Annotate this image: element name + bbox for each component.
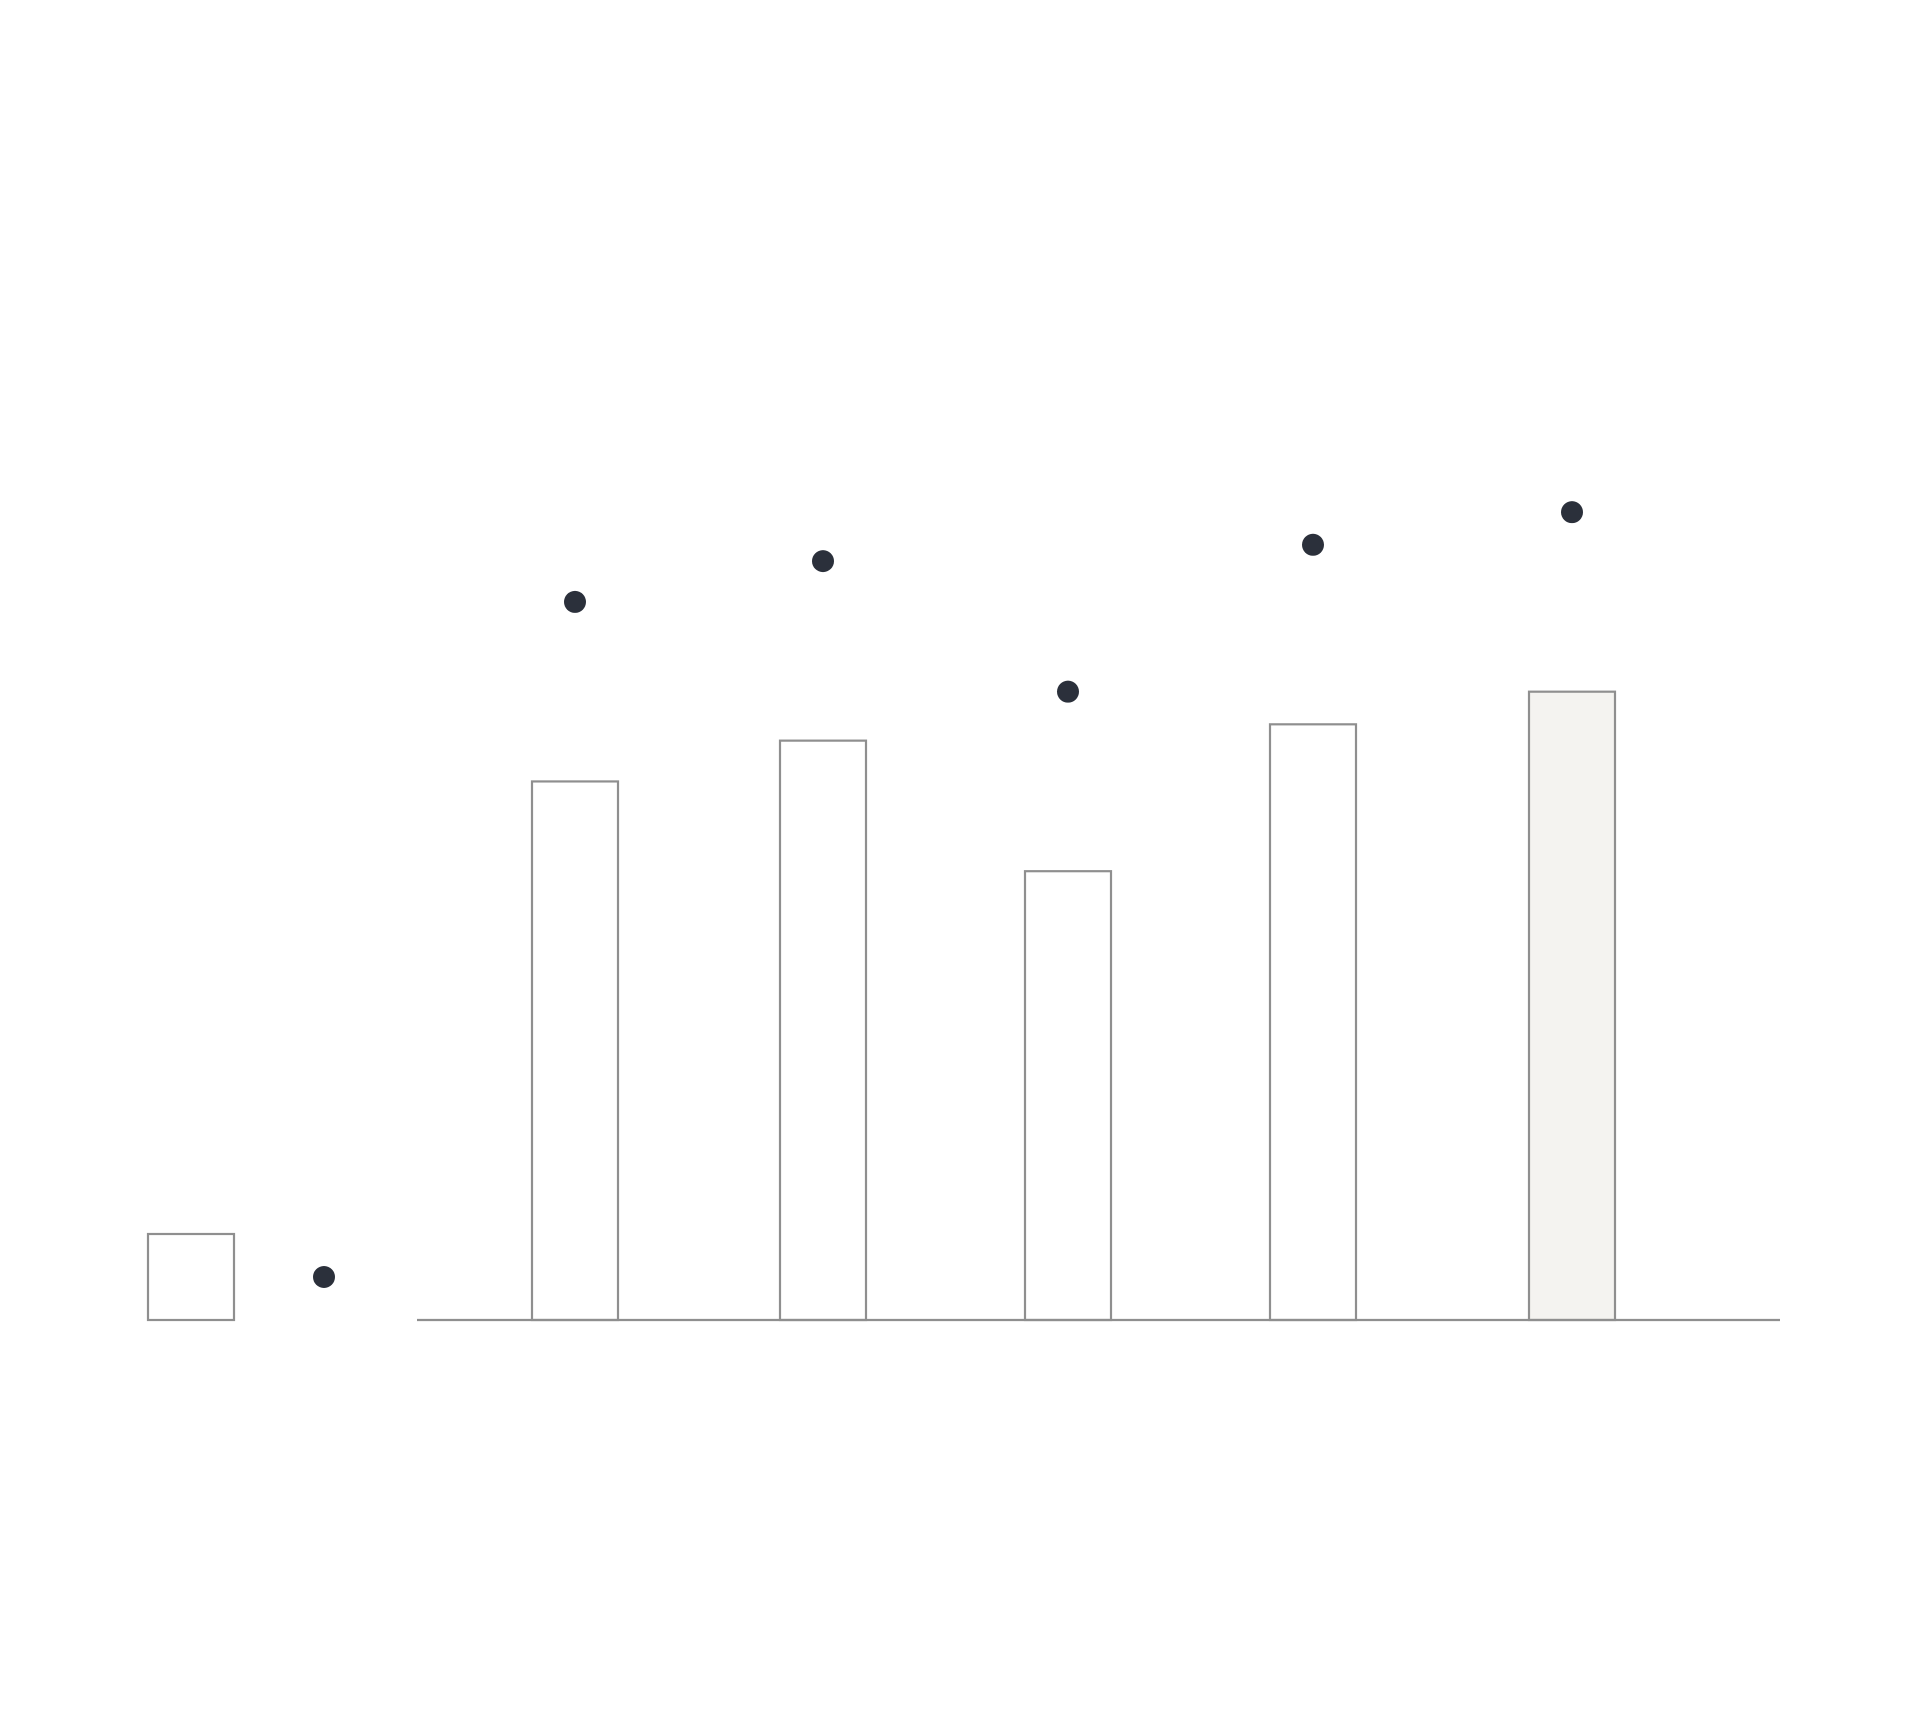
legend-bar-swatch xyxy=(146,1232,236,1322)
bar-1 xyxy=(530,780,620,1322)
bar-3 xyxy=(1023,870,1113,1322)
point-5 xyxy=(1561,501,1583,524)
bar-group xyxy=(530,690,1617,1322)
legend xyxy=(146,1232,335,1322)
bar-5 xyxy=(1527,690,1617,1322)
bar-4 xyxy=(1268,723,1358,1322)
point-group xyxy=(564,501,1583,703)
point-1 xyxy=(564,590,586,613)
point-4 xyxy=(1302,533,1324,556)
legend-point-marker xyxy=(313,1266,335,1288)
point-2 xyxy=(812,550,834,573)
bar-2 xyxy=(778,739,868,1322)
point-3 xyxy=(1057,680,1079,703)
